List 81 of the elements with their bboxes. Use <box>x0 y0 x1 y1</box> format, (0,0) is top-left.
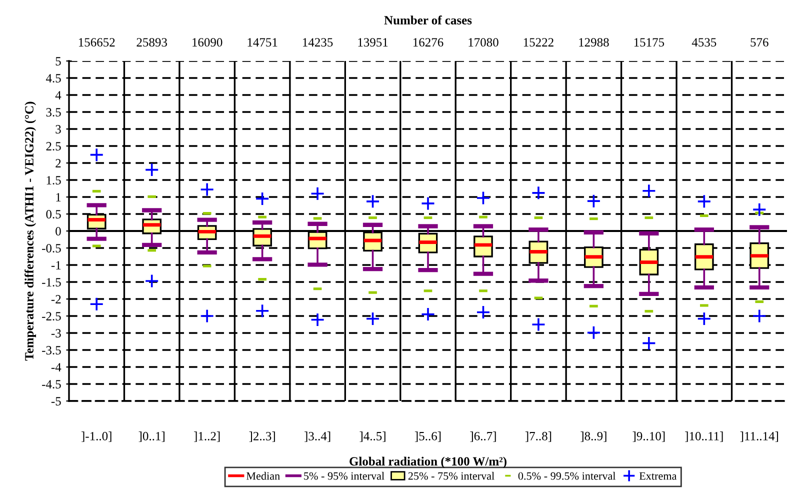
text: 12988 <box>579 38 609 47</box>
text: 17080 <box>468 38 498 47</box>
text: 16090 <box>192 38 222 47</box>
y-tick-label: 5 <box>56 57 61 66</box>
x-tick-label: ]6..7] <box>470 432 496 442</box>
text: 14751 <box>248 38 278 47</box>
legend-label: 25% - 75% interval <box>408 472 494 480</box>
point <box>144 162 159 177</box>
text: 14235 <box>303 38 333 47</box>
y-tick-label: -0.5 <box>42 244 61 253</box>
point <box>476 305 490 320</box>
text: 16276 <box>413 38 444 47</box>
x-tick-label: ]0..1] <box>138 432 164 442</box>
point <box>586 194 601 208</box>
point <box>697 312 712 326</box>
point <box>144 274 159 288</box>
y-tick-label: 4.5 <box>46 74 61 83</box>
x-tick-label: ]3..4] <box>304 432 330 442</box>
point <box>366 194 380 209</box>
x-tick-label: ]8..9] <box>580 432 606 442</box>
y-tick-label: 2.5 <box>46 142 61 151</box>
y-tick-label: -3.5 <box>42 346 61 355</box>
y-tick-label: 0 <box>56 227 61 236</box>
x-tick-label: ]7..8] <box>525 432 552 442</box>
y-axis-title: Temperature differences (ATHI1 - VEIG22) (°C) <box>24 102 36 361</box>
point <box>752 308 767 324</box>
text: 156652 <box>78 38 115 47</box>
y-tick-label: -2 <box>51 295 61 304</box>
x-tick-label: ]11..14] <box>740 432 778 442</box>
y-tick-label: -4.5 <box>42 380 61 389</box>
y-tick-label: 2 <box>56 159 61 168</box>
point <box>420 196 436 211</box>
point <box>89 148 104 162</box>
point <box>255 192 270 206</box>
point <box>200 182 214 197</box>
point <box>366 312 380 326</box>
x-tick-label: ]2..3] <box>249 432 275 442</box>
text: 25893 <box>136 38 167 47</box>
y-tick-label: 3 <box>56 125 61 134</box>
text: 576 <box>750 38 768 47</box>
y-tick-label: 1 <box>56 193 61 202</box>
x-tick-label: ]4..5] <box>360 432 386 442</box>
point <box>255 304 270 318</box>
point <box>420 307 436 322</box>
point <box>531 317 546 332</box>
point <box>310 186 325 201</box>
y-tick-label: 0.5 <box>46 210 61 219</box>
y-tick-label: 1.5 <box>46 176 61 185</box>
point <box>89 296 104 312</box>
y-tick-label: -5 <box>51 397 61 406</box>
point <box>200 308 214 324</box>
x-tick-label: ]9..10] <box>632 432 665 442</box>
point <box>752 202 767 217</box>
y-tick-label: 3.5 <box>46 108 61 117</box>
x-tick-label: ]10..11] <box>685 432 723 442</box>
text: 13951 <box>358 38 388 47</box>
y-tick-label: -4 <box>51 363 62 372</box>
point <box>310 312 325 327</box>
text: 5% - 95% interval <box>304 472 384 480</box>
x2-axis-title: Number of cases <box>384 16 472 24</box>
x-axis-title: Global radiation (*100 W/m²) <box>350 456 506 468</box>
point <box>531 186 546 200</box>
legend-label: 0.5% - 99.5% interval <box>518 472 616 480</box>
point <box>586 326 601 340</box>
x-tick-label: ]-1..0] <box>81 432 112 442</box>
y-tick-label: -1.5 <box>42 278 61 287</box>
y-tick-label: -1 <box>51 261 61 270</box>
point <box>476 190 490 206</box>
point <box>697 194 712 209</box>
text: 15175 <box>634 38 664 47</box>
y-tick-label: -2.5 <box>42 312 61 321</box>
point <box>642 336 656 350</box>
legend-label: Extrema <box>639 472 677 480</box>
text: 4535 <box>692 38 716 47</box>
text: Median <box>246 472 280 480</box>
point <box>642 184 656 198</box>
x-tick-label: ]1..2] <box>194 432 220 442</box>
y-tick-label: -3 <box>51 329 61 338</box>
x-tick-label: ]5..6] <box>414 432 441 442</box>
text: 15222 <box>524 38 554 47</box>
y-tick-label: 4 <box>55 91 62 100</box>
